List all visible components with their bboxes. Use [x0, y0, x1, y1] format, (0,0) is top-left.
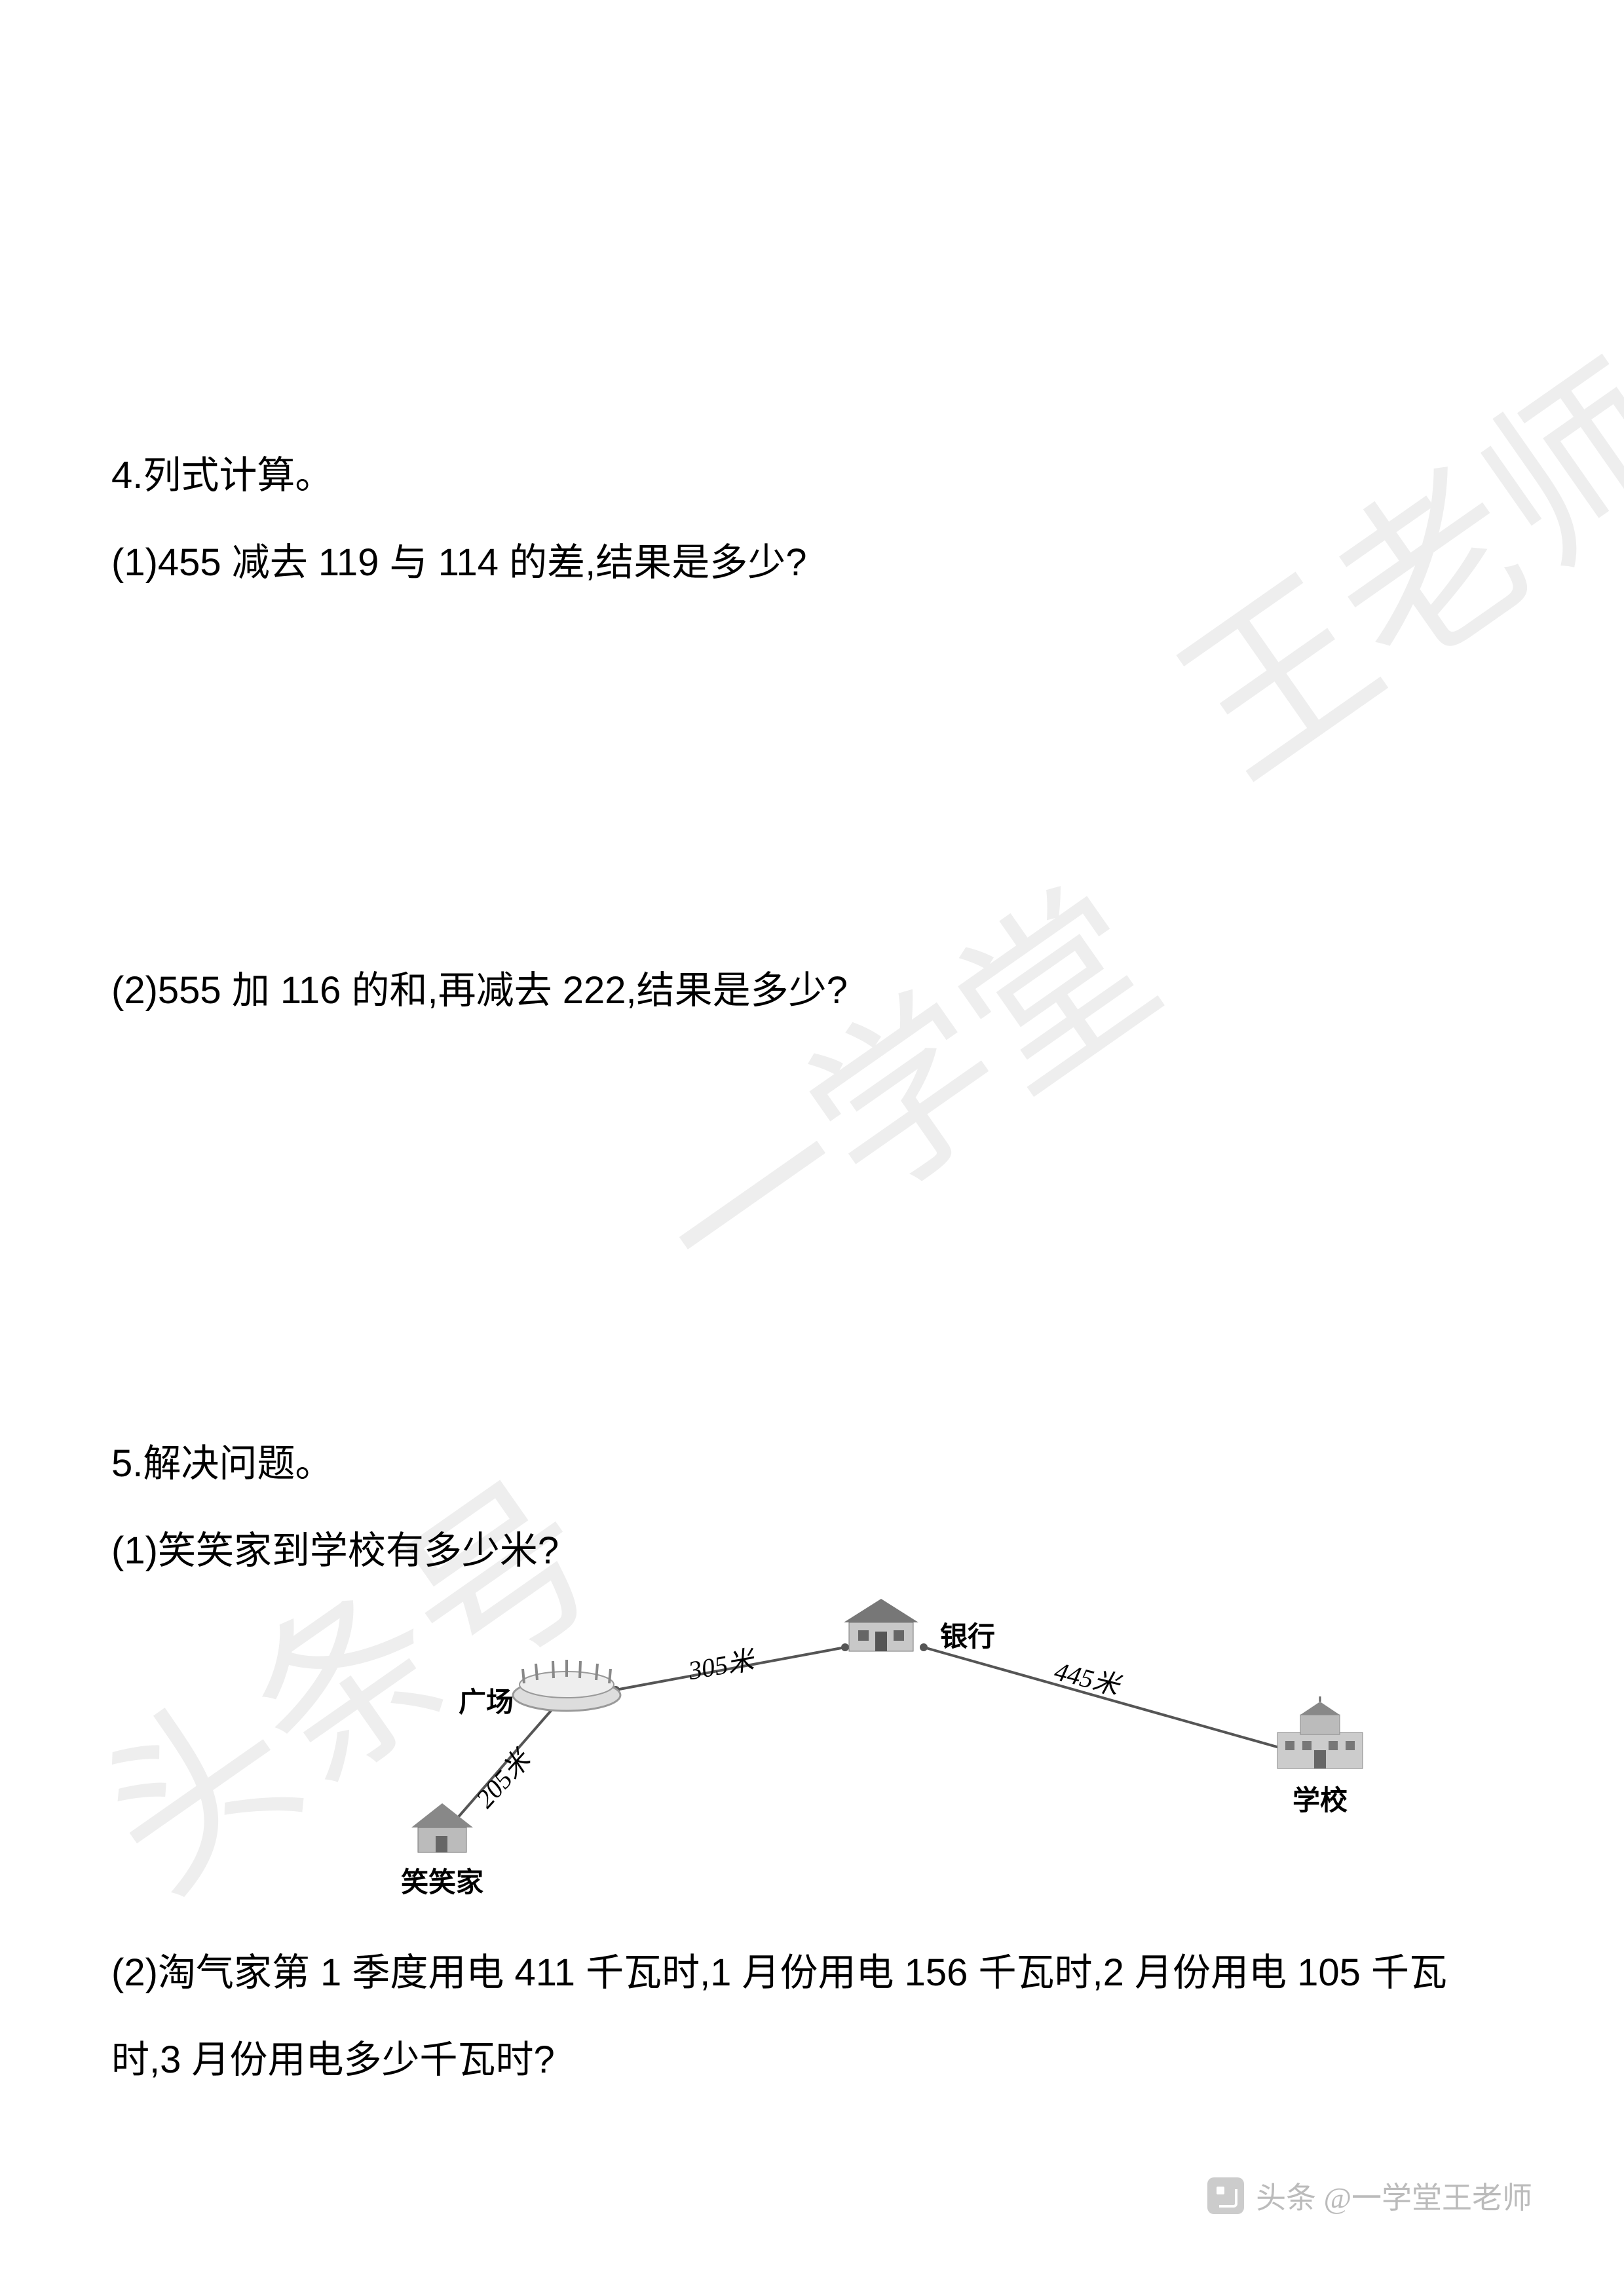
footer-text: 头条 @一学堂王老师 — [1256, 2174, 1532, 2217]
toutiao-icon — [1207, 2177, 1244, 2214]
node-label-bank: 银行 — [940, 1615, 995, 1655]
node-square — [504, 1644, 629, 1719]
route-diagram: 笑笑家 广场 银行 — [301, 1595, 1415, 1903]
question-4-sub-2: (2)555 加 116 的和,再减去 222,结果是多少? — [111, 961, 1513, 1022]
page-content: 4.列式计算。 (1)455 减去 119 与 114 的差,结果是多少? (2… — [111, 446, 1513, 2104]
house-icon — [400, 1798, 485, 1857]
footer-credit: 头条 @一学堂王老师 — [1207, 2174, 1532, 2217]
question-4-sub-1: (1)455 减去 119 与 114 的差,结果是多少? — [111, 533, 1513, 594]
question-5-title: 5.解决问题。 — [111, 1434, 1513, 1495]
node-label-school: 学校 — [1264, 1778, 1376, 1818]
question-5-sub-2: (2)淘气家第 1 季度用电 411 千瓦时,1 月份用电 156 千瓦时,2 … — [111, 1929, 1513, 2104]
node-school: 学校 — [1264, 1696, 1376, 1818]
node-bank — [832, 1595, 930, 1660]
bank-icon — [832, 1595, 930, 1657]
node-xiaoxiao-home: 笑笑家 — [400, 1798, 485, 1900]
school-icon — [1264, 1696, 1376, 1775]
question-4-title: 4.列式计算。 — [111, 446, 1513, 507]
plaza-icon — [504, 1644, 629, 1716]
question-5-sub-1: (1)笑笑家到学校有多少米? — [111, 1521, 1513, 1582]
node-label-xiaoxiao: 笑笑家 — [400, 1860, 485, 1900]
node-label-square: 广场 — [459, 1680, 514, 1720]
